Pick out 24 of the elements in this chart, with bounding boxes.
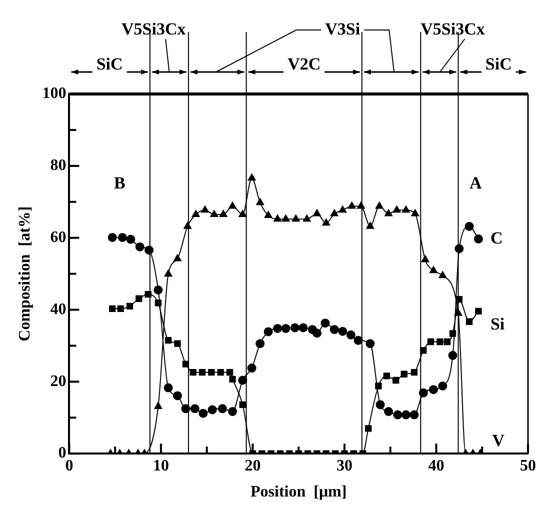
x-axis-title: Position [μm] [250, 484, 347, 501]
x-tick-label: 20 [244, 457, 261, 474]
x-tick-label: 40 [428, 457, 444, 474]
text: V2C [288, 54, 321, 74]
annotation: A [470, 173, 483, 192]
series-label: Si [490, 314, 505, 334]
y-tick-label: 0 [58, 444, 66, 462]
y-axis-title: Composition [at%] [16, 206, 34, 342]
annotation: B [114, 173, 126, 192]
y-tick-label: 60 [50, 228, 66, 246]
x-tick-label: 50 [520, 457, 536, 474]
text: V5Si3Cx [420, 19, 486, 38]
y-tick-label: 80 [50, 157, 66, 174]
text: SiC [96, 54, 123, 74]
y-tick-label: 20 [50, 372, 66, 390]
y-tick-label: 40 [50, 300, 66, 318]
text: SiC [485, 54, 512, 74]
series-label: C [490, 228, 503, 248]
x-tick-label: 30 [336, 457, 352, 474]
text: V3Si [325, 19, 360, 38]
x-tick-label: 10 [152, 457, 169, 474]
y-tick-label: 100 [42, 85, 66, 102]
series-label: V [492, 430, 506, 450]
text: V5Si3Cx [122, 19, 186, 38]
